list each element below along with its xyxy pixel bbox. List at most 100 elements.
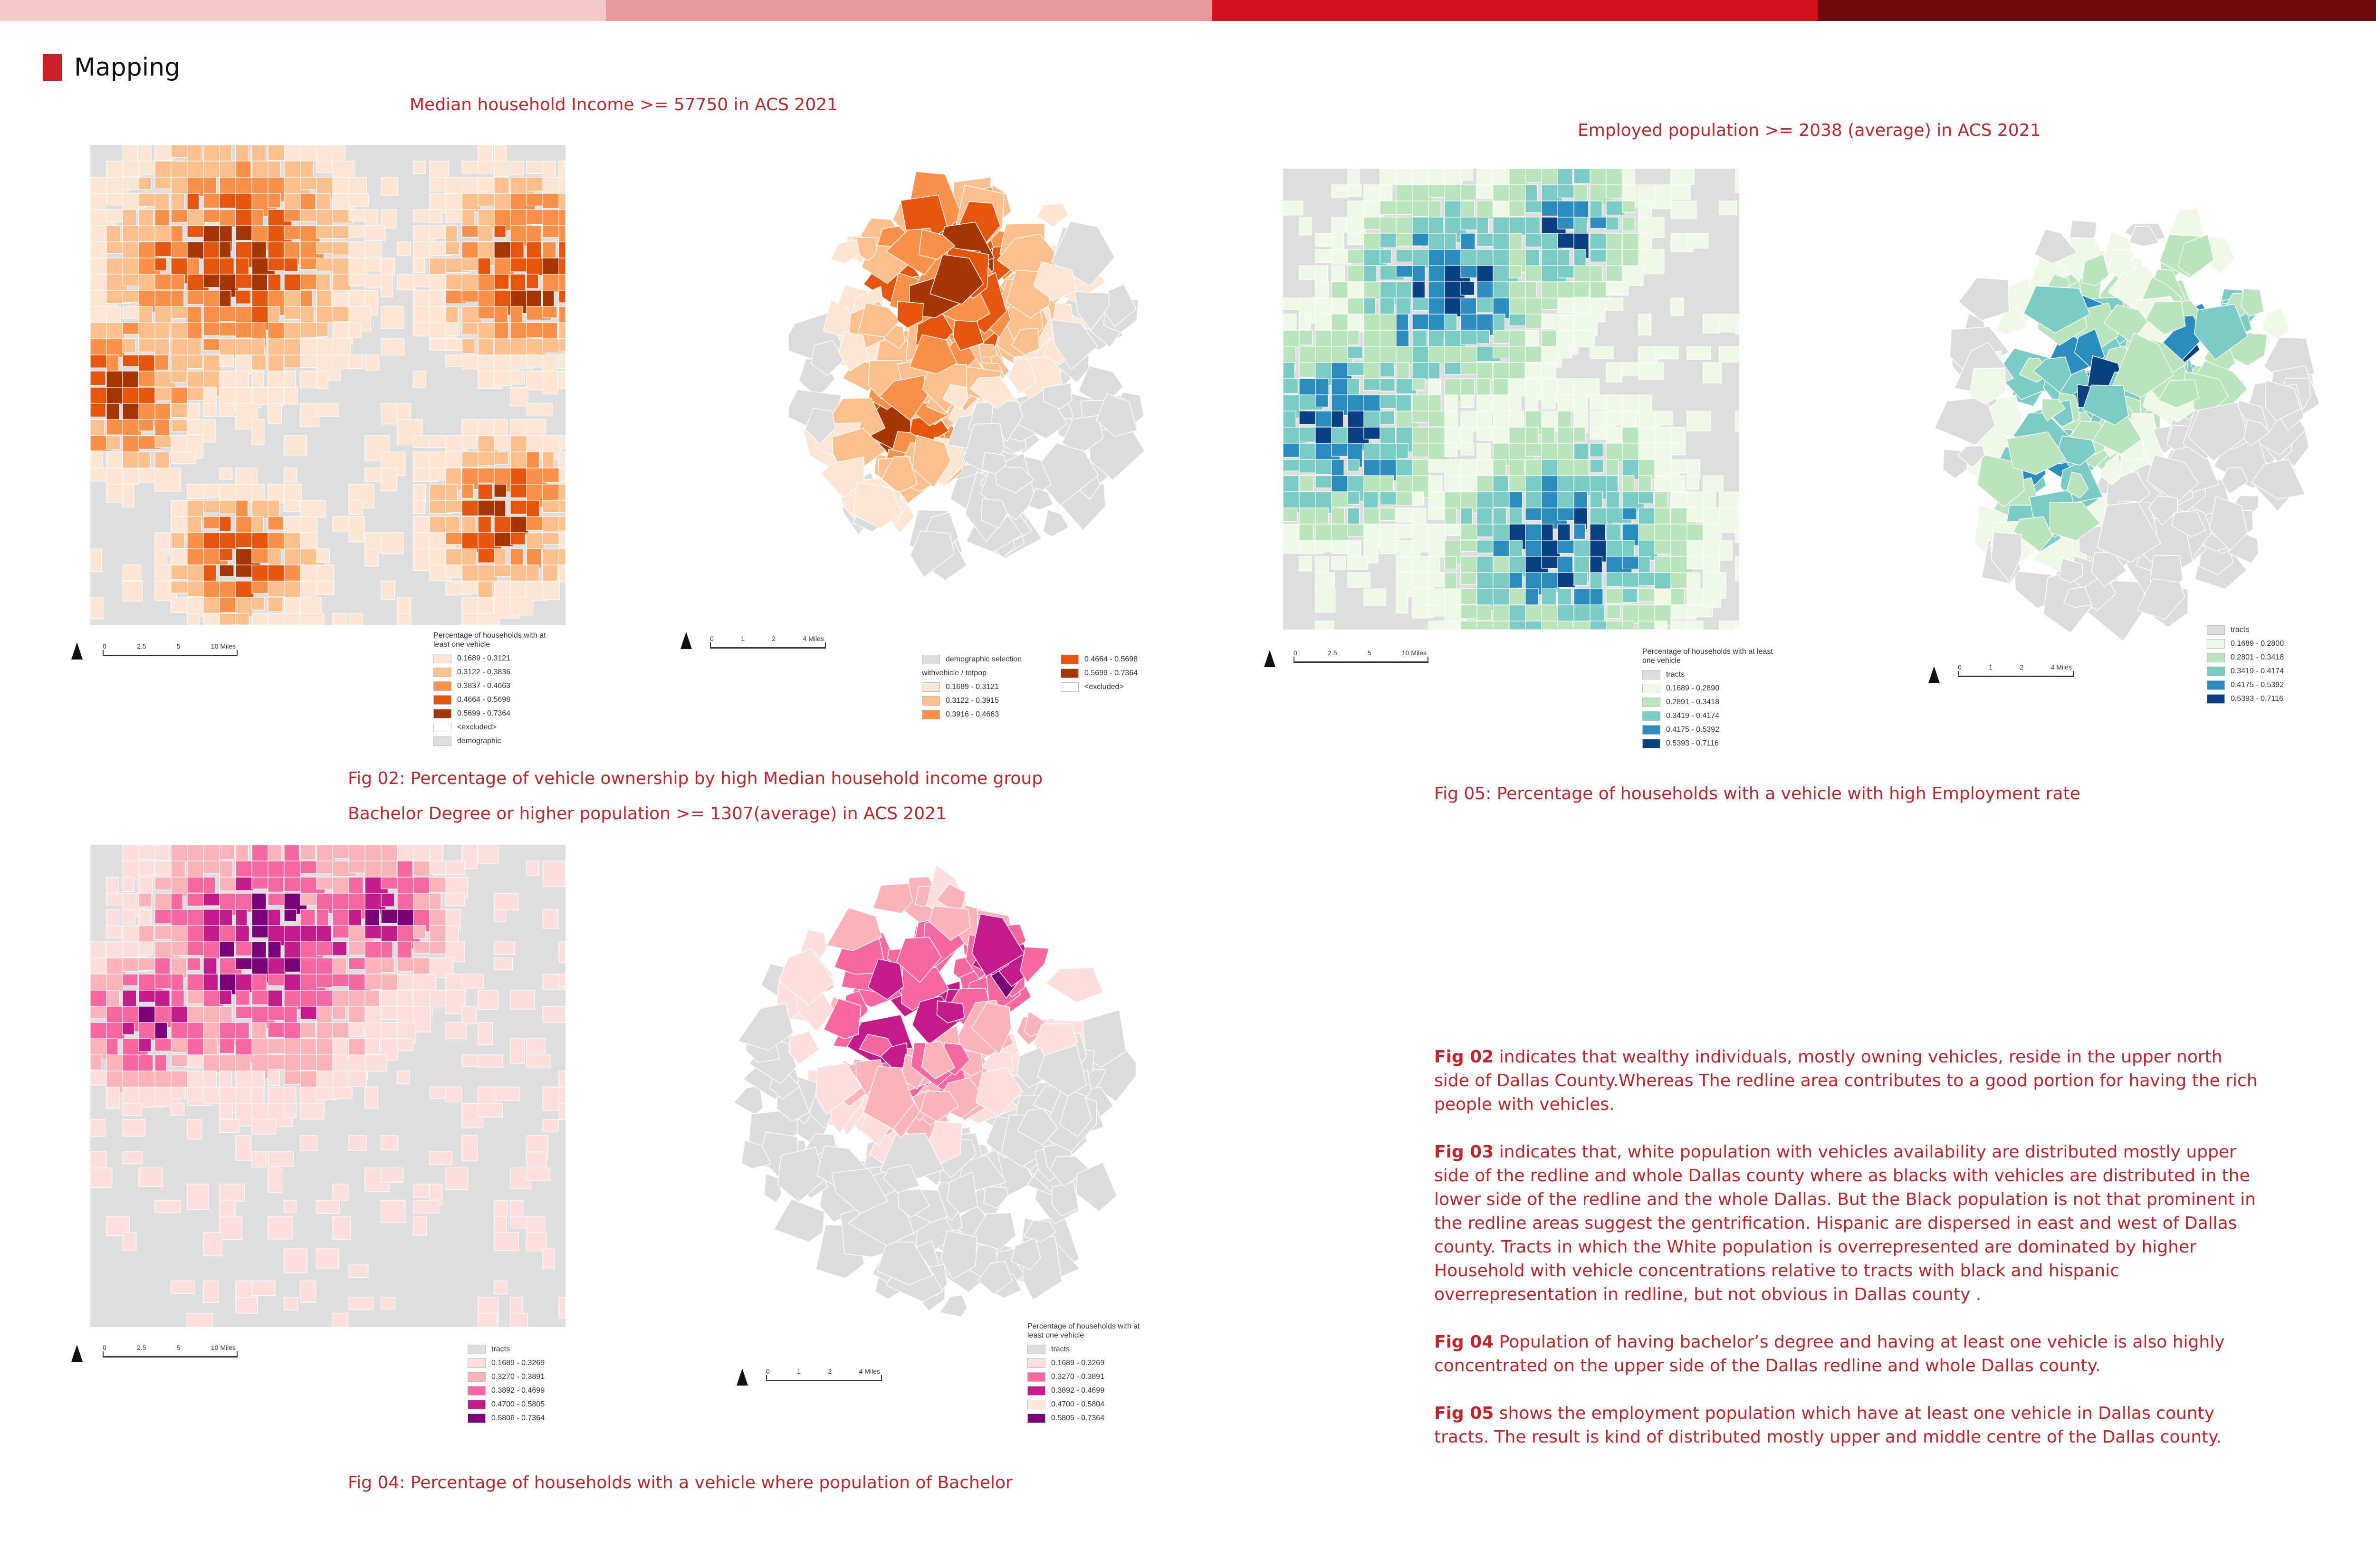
tract [445, 564, 465, 578]
tract [778, 948, 835, 1006]
legend-swatch [433, 668, 451, 677]
tract [138, 1167, 163, 1187]
tract [187, 1119, 202, 1140]
tract [971, 913, 1025, 977]
tract [1654, 621, 1667, 630]
tract [300, 500, 326, 518]
tract [413, 548, 430, 571]
legend-item: 0.4700 - 0.5805 [468, 1400, 596, 1409]
fig04-scalebar-right: 0 1 2 4 Miles [766, 1367, 882, 1381]
tract [1299, 217, 1312, 236]
tract [461, 322, 478, 335]
tract [1557, 443, 1574, 462]
tract [1735, 556, 1739, 582]
legend-swatch [1027, 1414, 1045, 1423]
legend-swatch [468, 1414, 486, 1423]
scale-tick: 0 [1958, 663, 1962, 671]
tract [1396, 297, 1411, 315]
tract [348, 613, 363, 625]
tract [558, 1103, 565, 1120]
tract [1638, 249, 1665, 275]
legend-item: withvehicle / totpop [922, 669, 1060, 678]
tract [1476, 362, 1493, 381]
tract [1444, 621, 1458, 630]
tract [348, 500, 363, 515]
tract [122, 1232, 137, 1251]
tract [445, 860, 466, 875]
legend-item: 0.4700 - 0.5804 [1027, 1400, 1156, 1409]
tract [316, 274, 331, 293]
tract [975, 1067, 1024, 1117]
tract [235, 990, 250, 1005]
legend-swatch [2207, 639, 2225, 649]
tract [2209, 496, 2248, 551]
tract [122, 354, 141, 367]
tract [1444, 394, 1458, 411]
tract [219, 354, 234, 367]
tract [1686, 507, 1704, 523]
tract [1347, 184, 1362, 197]
tract [268, 1022, 287, 1038]
tract [154, 845, 170, 861]
tract [251, 564, 269, 584]
fig02-legend-right-b: 0.4664 - 0.5698 0.5699 - 0.7364 <excluded> [1061, 655, 1184, 696]
legend-item: 0.3837 - 0.4663 [433, 681, 562, 691]
tract [1557, 265, 1577, 278]
tract [187, 516, 202, 534]
tract [122, 581, 143, 602]
legend-label: 0.3916 - 0.4663 [946, 710, 999, 718]
tract [1622, 588, 1638, 603]
tract [1347, 572, 1371, 588]
tract [235, 516, 253, 534]
fig02-legend-left: Percentage of households with at least o… [433, 631, 562, 750]
tract [235, 468, 258, 485]
tract [203, 387, 217, 405]
legend-label: 0.1689 - 0.2800 [2231, 640, 2284, 648]
tract [284, 909, 297, 922]
tract [268, 613, 285, 625]
tract [284, 468, 297, 483]
fig05-redline-map-svg [1934, 208, 2319, 642]
tract [526, 290, 542, 309]
tract [1703, 588, 1721, 608]
tract [90, 371, 106, 386]
tract [983, 1186, 1009, 1209]
tract [510, 1313, 528, 1327]
tract [251, 177, 270, 196]
tract [478, 225, 492, 242]
tract [1460, 443, 1474, 456]
tract [251, 990, 270, 1005]
tract [733, 1085, 764, 1115]
tract [445, 1167, 469, 1190]
tract [316, 860, 335, 874]
legend-swatch [433, 723, 451, 732]
tract [1076, 1162, 1118, 1212]
tract [203, 403, 218, 417]
tract [154, 403, 171, 421]
section-heading: Mapping [43, 53, 180, 82]
scale-tick: 2 [2020, 663, 2024, 671]
tract [171, 274, 185, 290]
tract [203, 1232, 223, 1256]
tract [171, 990, 184, 1007]
tract [1686, 572, 1700, 590]
tract [494, 451, 509, 465]
tract [1331, 265, 1345, 284]
tract [332, 974, 351, 987]
tract [1590, 249, 1607, 262]
tract [461, 209, 475, 228]
tract [300, 1103, 325, 1120]
tract [777, 1147, 826, 1203]
tract [1347, 459, 1360, 472]
tract [1020, 947, 1050, 983]
tract [1735, 524, 1739, 543]
legend-swatch [468, 1358, 486, 1368]
tract [558, 209, 565, 229]
tract [203, 419, 216, 443]
tract [1590, 459, 1604, 473]
tract [154, 145, 172, 161]
tract [122, 177, 140, 190]
scale-tick: 10 Miles [211, 642, 236, 650]
tract [187, 893, 204, 907]
tract [1096, 393, 1138, 437]
